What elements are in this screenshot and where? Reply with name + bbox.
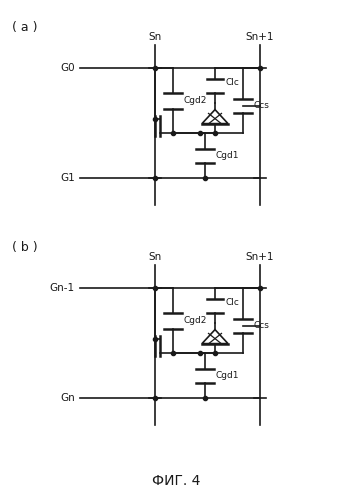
Text: Ccs: Ccs [253, 101, 269, 110]
Text: Cgd2: Cgd2 [184, 96, 207, 105]
Text: Clc: Clc [225, 298, 239, 307]
Text: G0: G0 [61, 63, 75, 73]
Text: Gn-1: Gn-1 [50, 283, 75, 293]
Text: ( b ): ( b ) [12, 242, 38, 254]
Text: ФИГ. 4: ФИГ. 4 [152, 474, 200, 488]
Text: Sn+1: Sn+1 [246, 252, 274, 262]
Text: G1: G1 [60, 173, 75, 183]
Text: Sn: Sn [149, 252, 162, 262]
Text: Sn: Sn [149, 32, 162, 42]
Text: Cgd1: Cgd1 [216, 151, 239, 160]
Text: Cgd1: Cgd1 [216, 371, 239, 380]
Text: Clc: Clc [225, 78, 239, 87]
Text: Gn: Gn [60, 393, 75, 403]
Text: Cgd2: Cgd2 [184, 316, 207, 325]
Text: ( a ): ( a ) [12, 22, 38, 35]
Text: Sn+1: Sn+1 [246, 32, 274, 42]
Text: Ccs: Ccs [253, 321, 269, 330]
